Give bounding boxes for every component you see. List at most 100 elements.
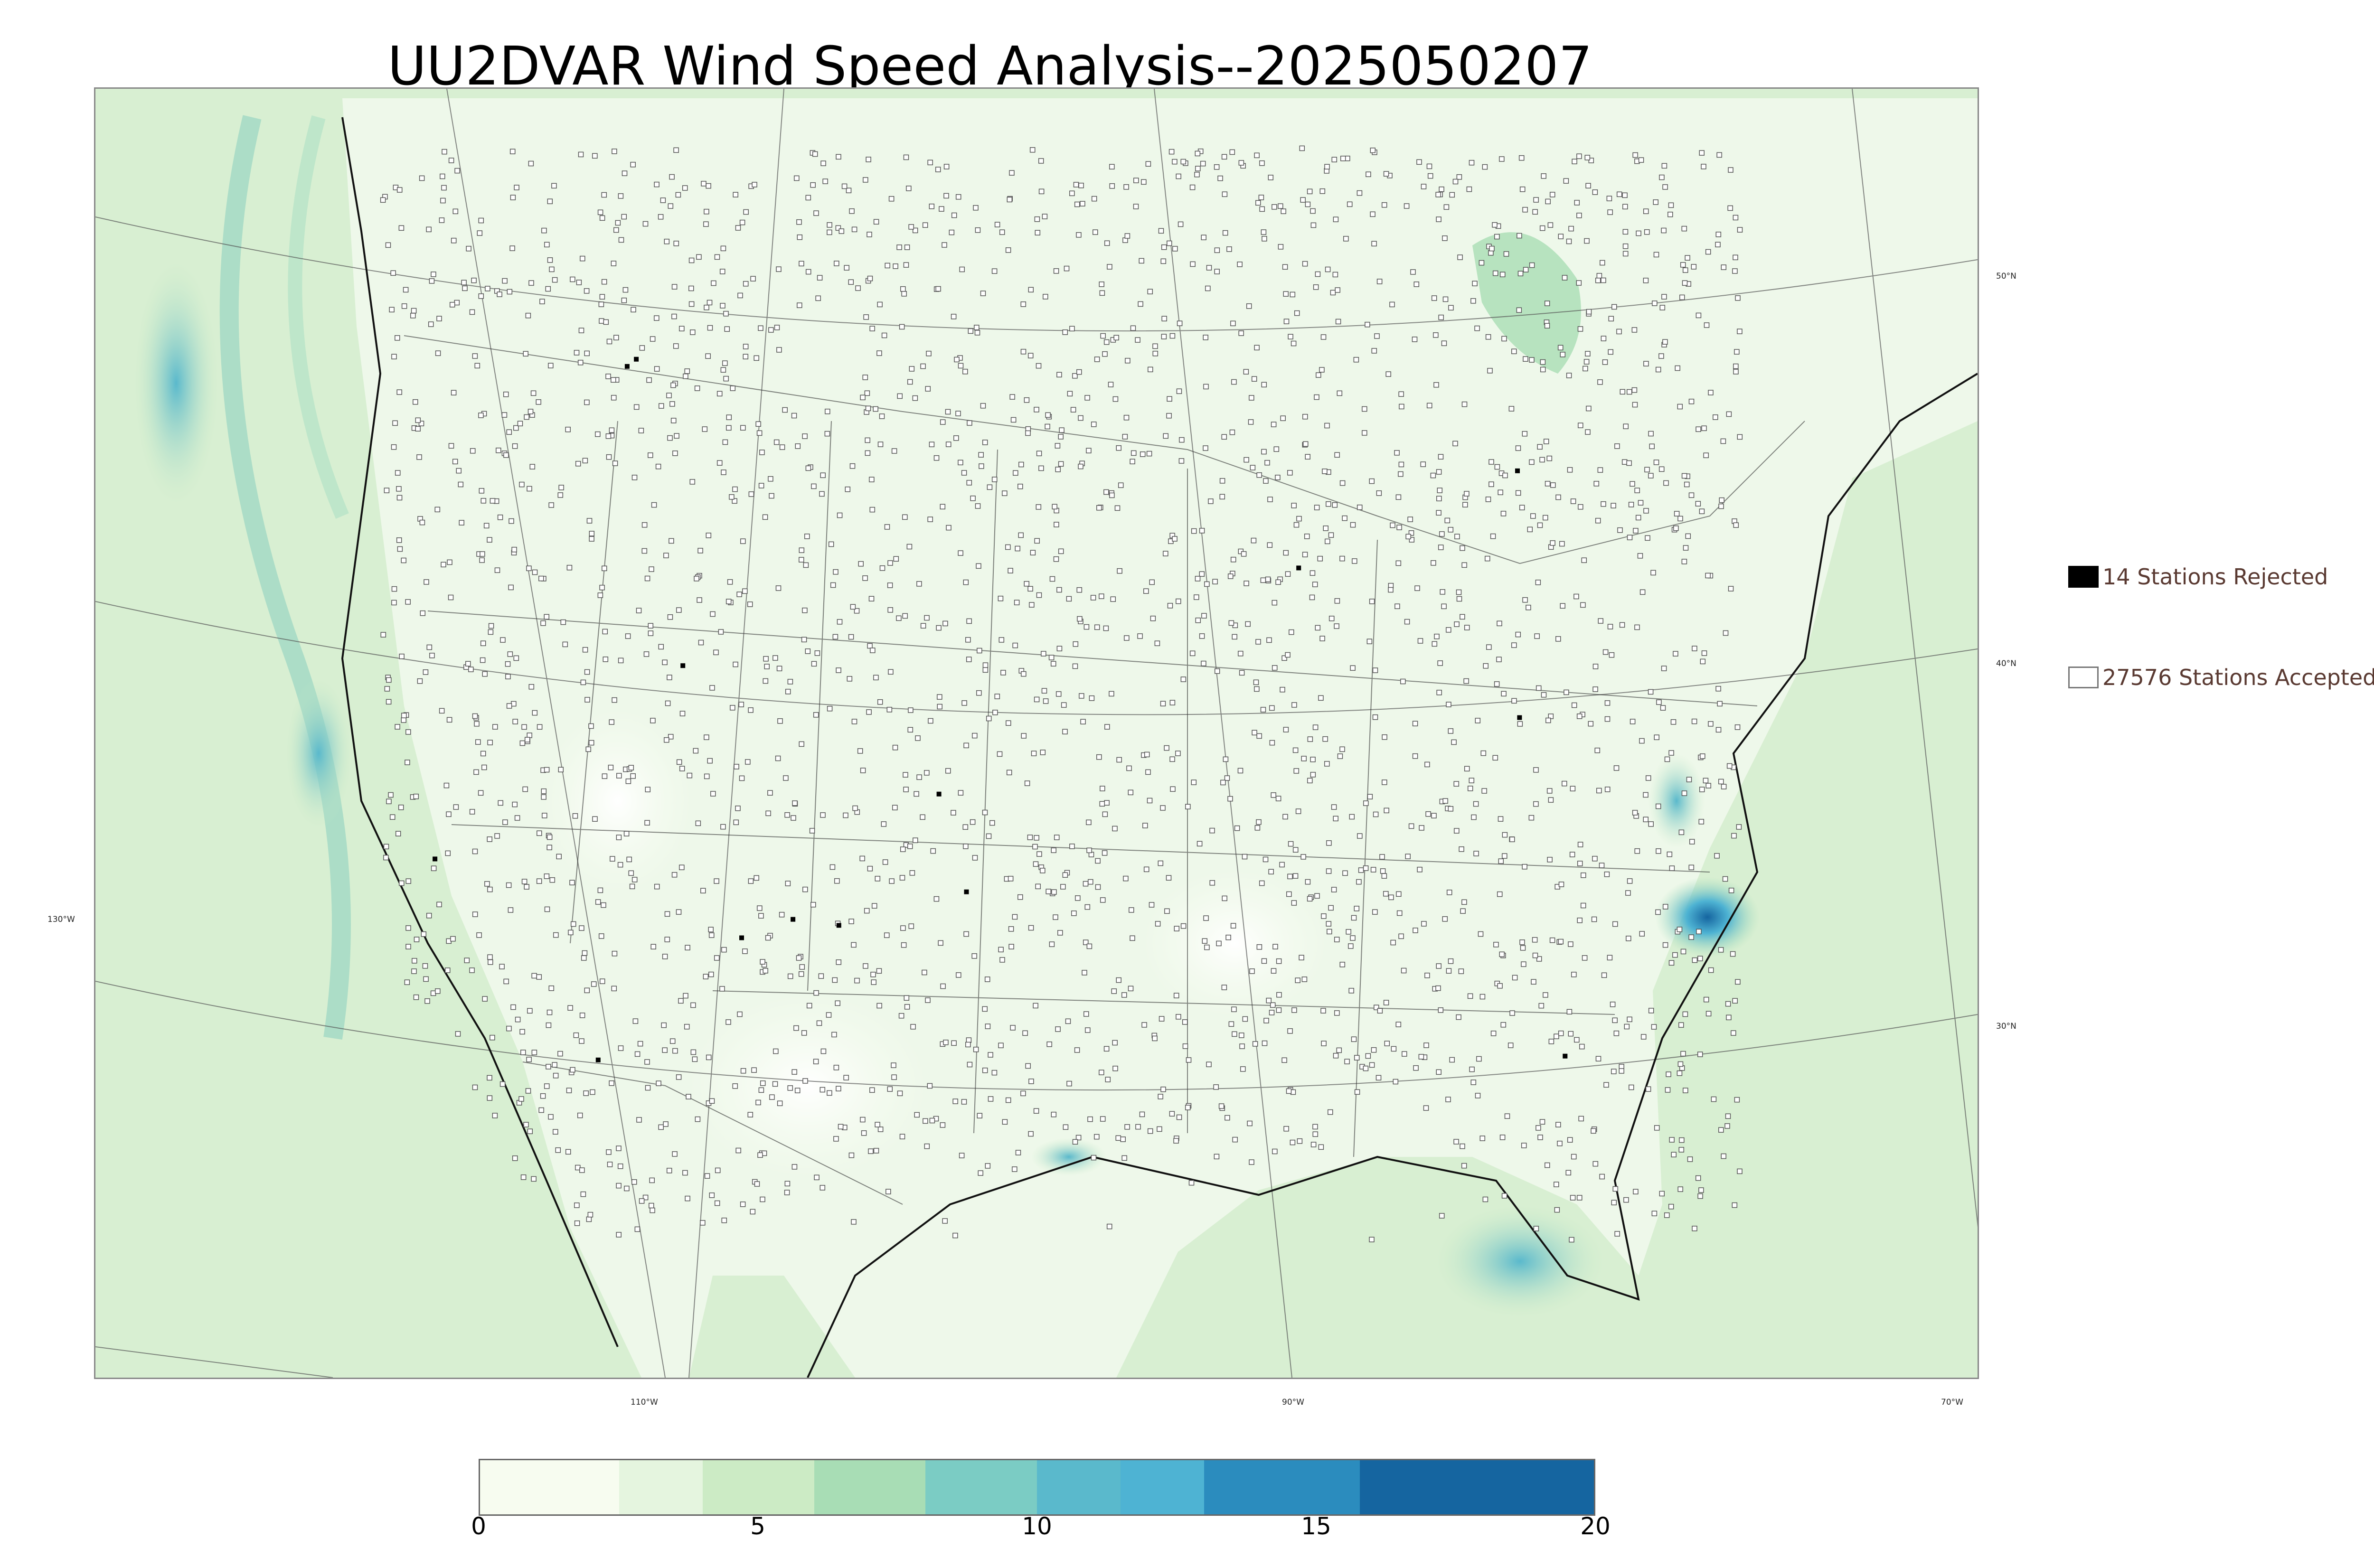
accepted-station-marker xyxy=(1371,348,1377,354)
accepted-station-marker xyxy=(813,712,819,718)
accepted-station-marker xyxy=(1653,199,1658,205)
accepted-station-marker xyxy=(827,1090,832,1096)
accepted-station-marker xyxy=(922,969,927,976)
accepted-station-marker xyxy=(1562,275,1568,281)
accepted-station-marker xyxy=(1334,1010,1340,1016)
accepted-station-marker xyxy=(1478,931,1484,937)
accepted-station-marker xyxy=(1058,461,1064,467)
accepted-station-marker xyxy=(1504,1113,1510,1119)
accepted-station-marker xyxy=(1496,657,1502,662)
accepted-station-marker xyxy=(1099,801,1105,807)
accepted-station-marker xyxy=(813,990,819,996)
accepted-station-marker xyxy=(405,599,411,605)
accepted-station-marker xyxy=(1256,472,1262,478)
accepted-station-marker xyxy=(682,185,688,191)
accepted-station-marker xyxy=(1692,646,1697,651)
accepted-station-marker xyxy=(1383,171,1389,177)
accepted-station-marker xyxy=(708,971,714,977)
accepted-station-marker xyxy=(1682,267,1688,273)
accepted-station-marker xyxy=(426,912,432,919)
accepted-station-marker xyxy=(1112,396,1119,402)
accepted-station-marker xyxy=(398,804,404,810)
accepted-station-marker xyxy=(708,932,715,938)
accepted-station-marker xyxy=(526,1057,532,1062)
accepted-station-marker xyxy=(696,254,702,260)
accepted-station-marker xyxy=(1558,1030,1564,1036)
accepted-station-marker xyxy=(1543,439,1549,444)
accepted-station-marker xyxy=(1390,939,1396,946)
accepted-station-marker xyxy=(464,958,470,963)
accepted-station-marker xyxy=(435,988,441,994)
accepted-station-marker xyxy=(1302,261,1308,267)
accepted-station-marker xyxy=(1507,1042,1514,1048)
accepted-station-marker xyxy=(869,507,876,513)
accepted-station-marker xyxy=(1363,865,1369,871)
accepted-station-marker xyxy=(538,575,544,582)
accepted-station-marker xyxy=(1419,825,1424,831)
accepted-station-marker xyxy=(1264,460,1270,466)
accepted-station-marker xyxy=(1102,850,1108,856)
accepted-station-marker xyxy=(548,985,555,991)
accepted-station-marker xyxy=(1164,745,1169,751)
accepted-station-marker xyxy=(1549,192,1555,197)
accepted-station-marker xyxy=(1224,775,1230,781)
accepted-station-marker xyxy=(1697,956,1703,961)
accepted-station-marker xyxy=(1682,280,1688,286)
accepted-station-marker xyxy=(773,439,780,445)
accepted-station-marker xyxy=(1324,164,1330,169)
accepted-station-marker xyxy=(1317,555,1323,562)
accepted-station-marker xyxy=(954,357,960,363)
accepted-station-marker xyxy=(616,1183,622,1189)
accepted-station-marker xyxy=(740,1068,746,1074)
accepted-station-marker xyxy=(585,746,591,752)
accepted-station-marker xyxy=(1509,836,1515,842)
accepted-station-marker xyxy=(953,435,959,441)
accepted-station-marker xyxy=(1658,466,1665,472)
accepted-station-marker xyxy=(1494,234,1500,240)
accepted-station-marker xyxy=(1545,198,1551,205)
accepted-station-marker xyxy=(396,537,402,543)
accepted-station-marker xyxy=(1310,772,1316,778)
accepted-station-marker xyxy=(512,801,518,807)
accepted-station-marker xyxy=(1688,492,1695,498)
accepted-station-marker xyxy=(1009,170,1015,176)
accepted-station-marker xyxy=(1448,305,1454,311)
wind-speed-map[interactable] xyxy=(94,87,1979,1379)
accepted-station-marker xyxy=(1029,147,1036,153)
accepted-station-marker xyxy=(929,1117,935,1124)
accepted-station-marker xyxy=(820,1185,826,1191)
accepted-station-marker xyxy=(1501,1193,1507,1199)
accepted-station-marker xyxy=(865,450,871,456)
accepted-station-marker xyxy=(1661,227,1667,234)
accepted-station-marker xyxy=(1335,287,1340,293)
accepted-station-marker xyxy=(621,214,627,220)
accepted-station-marker xyxy=(1607,955,1613,961)
accepted-station-marker xyxy=(1717,701,1723,707)
accepted-station-marker xyxy=(977,648,982,654)
accepted-station-marker xyxy=(1384,807,1389,814)
accepted-station-marker xyxy=(1648,1008,1654,1014)
accepted-station-marker xyxy=(846,188,852,193)
accepted-station-marker xyxy=(1404,619,1410,625)
accepted-station-marker xyxy=(1454,534,1460,539)
accepted-station-marker xyxy=(517,421,523,426)
accepted-station-marker xyxy=(612,460,618,466)
rejected-station-marker xyxy=(964,889,969,894)
accepted-station-marker xyxy=(1261,449,1267,455)
legend-accepted-label: 27576 Stations Accepted xyxy=(2102,665,2374,690)
accepted-station-marker xyxy=(1146,451,1152,457)
accepted-station-marker xyxy=(1733,363,1739,369)
accepted-station-marker xyxy=(1671,1152,1677,1157)
accepted-station-marker xyxy=(1035,883,1041,890)
accepted-station-marker xyxy=(829,864,836,870)
accepted-station-marker xyxy=(758,913,764,919)
accepted-station-marker xyxy=(1227,573,1234,579)
accepted-station-marker xyxy=(609,719,614,725)
accepted-station-marker xyxy=(452,459,458,465)
accepted-station-marker xyxy=(1451,739,1457,745)
accepted-station-marker xyxy=(1220,779,1226,786)
accepted-station-marker xyxy=(1661,163,1667,169)
accepted-station-marker xyxy=(1275,579,1281,585)
accepted-station-marker xyxy=(903,154,909,160)
accepted-station-marker xyxy=(1206,265,1212,271)
